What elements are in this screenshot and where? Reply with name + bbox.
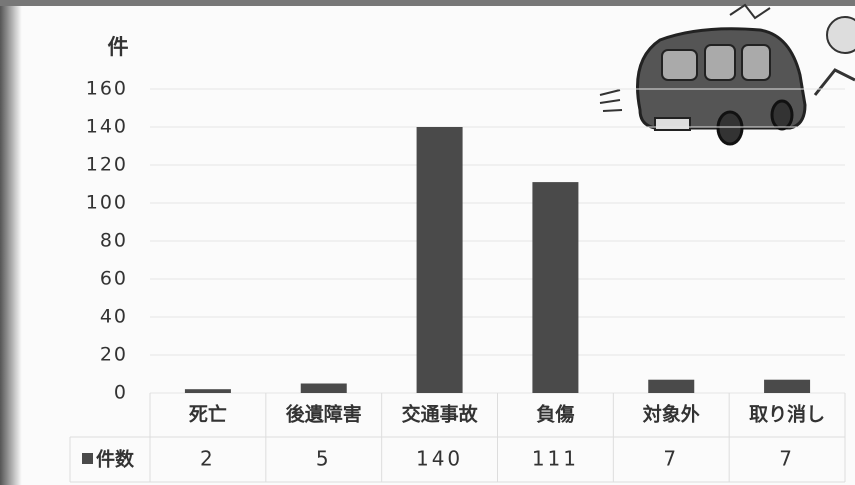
bar [416,127,463,393]
x-tick-label: 対象外 [642,403,700,426]
y-axis-label: 件 [108,35,129,59]
edge-shadow [0,0,22,485]
table-value: 111 [532,447,579,471]
x-tick-label: 負傷 [536,403,574,426]
y-tick-label: 160 [86,78,128,100]
x-tick-label: 後遺障害 [286,403,362,426]
y-tick-label: 60 [100,268,128,290]
table-value: 5 [316,447,332,471]
y-tick-label: 120 [86,154,128,176]
y-tick-label: 140 [86,116,128,138]
car-illustration [599,3,855,146]
x-tick-label: 取り消し [749,403,825,426]
y-tick-label: 0 [114,382,128,404]
y-tick-label: 80 [100,230,128,252]
table-value: 7 [779,447,795,471]
legend-swatch [82,453,93,464]
table-value: 7 [663,447,679,471]
bar [648,379,695,393]
legend-label: 件数 [96,448,135,471]
bar [764,379,811,393]
bar [300,383,347,393]
y-tick-label: 40 [100,306,128,328]
bar [184,389,231,393]
y-tick-label: 20 [100,344,128,366]
y-tick-label: 100 [86,192,128,214]
top-edge [0,0,855,6]
table-value: 140 [416,447,463,471]
bar [532,182,579,393]
x-tick-label: 交通事故 [402,403,479,426]
table-value: 2 [200,447,216,471]
x-tick-label: 死亡 [189,403,227,426]
